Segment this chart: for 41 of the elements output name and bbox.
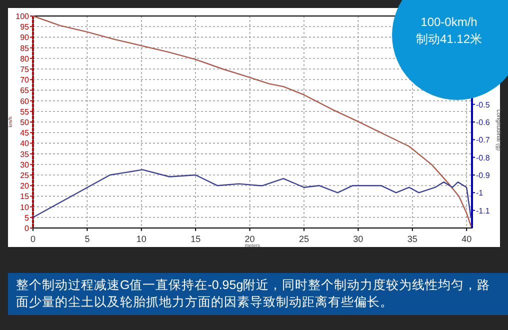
y-tick-label: 75 [20,65,30,74]
y-tick-label: 60 [20,96,30,106]
x-tick-label: 15 [190,234,201,244]
y-tick-label: 100 [16,12,30,21]
y2-tick-label: -0.8 [476,153,490,162]
y-tick-label: 50 [20,118,30,127]
y-tick-label: 0 [24,224,30,233]
picture-badge: 100-0km/h 制动41.12米 [392,0,508,100]
x-tick-label: 35 [407,234,418,244]
y-tick-label: 30 [20,160,30,170]
y2-tick-label: -0.5 [476,100,490,110]
y-tick-label: 65 [20,86,30,96]
y2-tick-label: -0.7 [476,136,490,145]
y-tick-label: 40 [20,139,30,148]
annotation: 100-0km/h [420,14,478,31]
y2-tick-label: -1 [476,188,484,198]
y2-tick-label: -0.9 [476,171,490,180]
x-tick-label: 40 [462,234,472,244]
y2-tick-label: -1.1 [476,206,490,216]
text: 整个制动过程减速G值一直保持在-0.95g附近，同时整个制动力度较为线性均匀，路面少量的尘土以及轮胎抓地力方面的因素导致制动距离有些偏长。 [16,277,492,311]
y-tick-label: 80 [20,54,30,64]
annotation: 制动41.12米 [414,31,484,48]
y-tick-label: 20 [20,182,30,191]
x-tick-label: 25 [298,234,309,244]
y-tick-label: 5 [24,213,30,222]
y-tick-label: 55 [20,107,30,116]
y-tick-label: 35 [20,150,30,159]
y-tick-label: 25 [20,171,30,180]
x-tick-label: 30 [353,234,364,244]
y-tick-label: 70 [20,76,30,85]
y-tick-label: 15 [20,192,30,202]
y-tick-label: 85 [20,44,30,53]
y-tick-label: 45 [20,128,30,138]
y-tick-label: 10 [20,202,30,212]
y-tick-label: 90 [20,33,30,42]
x-tick-label: 5 [84,234,90,244]
x-tick-label: 10 [136,234,146,244]
line-series [32,169,472,218]
y-tick-label: 95 [20,22,30,32]
y2-tick-label: -0.6 [476,118,490,127]
x-tick-label: 20 [244,234,255,244]
